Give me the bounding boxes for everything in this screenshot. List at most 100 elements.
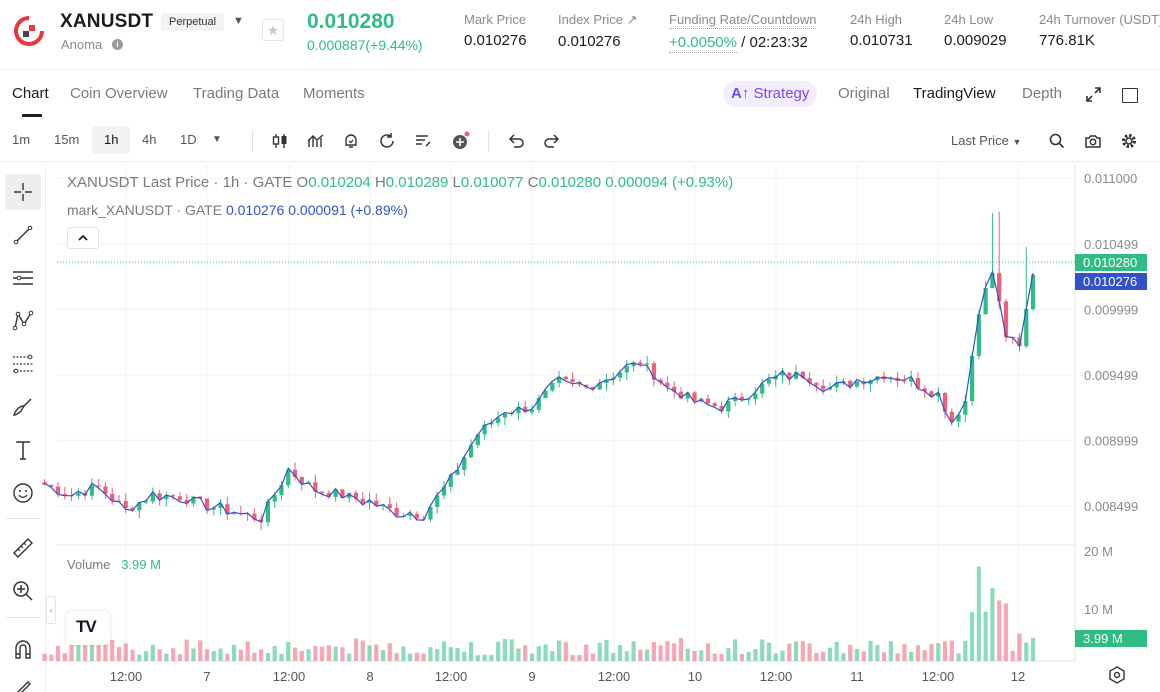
volume-legend-label[interactable]: Volume	[67, 557, 111, 572]
view-depth[interactable]: Depth	[1022, 85, 1063, 102]
candle-body	[191, 496, 196, 504]
window-icon[interactable]	[1122, 88, 1138, 103]
candle-body	[651, 363, 656, 380]
brush-tool[interactable]	[5, 389, 41, 425]
volume-bar	[238, 649, 243, 661]
indicators-icon[interactable]	[306, 131, 326, 151]
redo-icon[interactable]	[542, 131, 562, 151]
interval-15m[interactable]: 15m	[54, 132, 80, 147]
view-tradingview[interactable]: TradingView	[913, 85, 996, 102]
candle-body	[225, 504, 230, 514]
fib-tool[interactable]	[5, 346, 41, 382]
collapse-legend-button[interactable]	[67, 227, 99, 249]
volume-bar	[475, 655, 480, 661]
volume-bars	[42, 566, 1036, 661]
magnet-tool[interactable]	[5, 631, 41, 667]
candle-body	[353, 492, 359, 499]
crosshair-tool[interactable]	[5, 174, 41, 210]
collapse-toolbar-button[interactable]: ‹	[46, 596, 56, 624]
templates-icon[interactable]	[413, 131, 433, 151]
volume-bar	[536, 646, 541, 661]
stat-24h-high: 24h High 0.010731	[850, 12, 913, 49]
tab-trading-data[interactable]: Trading Data	[193, 85, 280, 102]
volume-bar	[604, 639, 609, 661]
stat-index-price[interactable]: Index Price ↗ 0.010276	[558, 12, 638, 50]
tab-chart[interactable]: Chart	[12, 85, 49, 102]
info-icon[interactable]: i	[112, 39, 123, 50]
volume-bar	[942, 641, 948, 661]
volume-bar	[814, 652, 819, 661]
gear-icon[interactable]	[1119, 131, 1139, 151]
favorite-star-icon[interactable]: ★	[262, 19, 284, 41]
expand-icon[interactable]	[1085, 86, 1102, 103]
zoom-tool[interactable]	[5, 573, 41, 609]
price-source-select[interactable]: Last Price ▼	[951, 133, 1021, 148]
volume-bar	[204, 649, 210, 661]
time-axis-label: 12:00	[110, 669, 143, 684]
candle-body	[570, 379, 575, 382]
volume-bar	[570, 654, 575, 661]
volume-bar	[218, 648, 223, 661]
strategy-button[interactable]: A↑ Strategy	[723, 81, 818, 107]
candles-icon[interactable]	[270, 131, 290, 151]
view-original[interactable]: Original	[838, 85, 890, 102]
volume-bar	[997, 600, 1002, 661]
volume-bar	[746, 651, 751, 661]
volume-bar	[733, 639, 738, 661]
candle-body	[739, 396, 744, 401]
volume-bar	[895, 653, 900, 661]
legend-high: 0.010289	[385, 174, 449, 191]
volume-bar	[502, 639, 508, 661]
tab-coin-overview[interactable]: Coin Overview	[70, 85, 168, 102]
ai-icon: A↑	[731, 85, 750, 102]
interval-1h[interactable]: 1h	[104, 132, 119, 147]
trend-line-tool[interactable]	[5, 217, 41, 253]
chart-settings-icon[interactable]	[1107, 665, 1127, 685]
fibonacci-icon	[13, 354, 33, 374]
horizontal-lines-tool[interactable]	[5, 260, 41, 296]
camera-icon[interactable]	[1083, 131, 1103, 151]
undo-icon[interactable]	[506, 131, 526, 151]
pencil-icon	[17, 681, 31, 692]
volume-bar	[848, 644, 853, 661]
interval-4h[interactable]: 4h	[142, 132, 157, 147]
candle-body	[265, 501, 271, 523]
alert-icon[interactable]	[341, 131, 361, 151]
legend-open: 0.010204	[308, 174, 371, 191]
candle-body	[590, 387, 596, 390]
chevron-down-icon[interactable]: ▼	[233, 15, 244, 27]
tradingview-logo[interactable]: TV	[66, 611, 110, 645]
tab-moments[interactable]: Moments	[303, 85, 365, 102]
volume-bar	[116, 647, 122, 661]
text-tool[interactable]	[5, 432, 41, 468]
legend-title[interactable]: XANUSDT Last Price · 1h · GATE	[67, 174, 293, 191]
candle-body	[793, 371, 799, 379]
volume-bar	[401, 646, 406, 661]
chevron-down-icon[interactable]: ▼	[212, 134, 222, 145]
candle-body	[970, 355, 975, 402]
volume-bar	[861, 651, 866, 661]
volume-bar	[394, 653, 399, 661]
pattern-icon	[12, 310, 34, 331]
symbol-name[interactable]: XANUSDT	[60, 11, 154, 32]
candle-body	[780, 372, 785, 376]
candle-body	[286, 469, 291, 486]
candle-body	[218, 504, 223, 508]
pattern-tool[interactable]	[5, 303, 41, 339]
candle-body	[685, 392, 690, 399]
add-indicator-icon[interactable]	[450, 131, 470, 151]
emoji-tool[interactable]	[5, 475, 41, 511]
volume-bar	[171, 648, 176, 661]
search-icon[interactable]	[1047, 131, 1067, 151]
replay-icon[interactable]	[377, 131, 397, 151]
ruler-tool[interactable]	[5, 530, 41, 566]
volume-bar	[909, 651, 914, 661]
interval-1m[interactable]: 1m	[12, 132, 31, 147]
mark-legend-title[interactable]: mark_XANUSDT · GATE	[67, 202, 223, 218]
gate-logo	[14, 16, 44, 46]
candle-body	[895, 377, 900, 381]
pencil-tool[interactable]	[5, 671, 41, 692]
volume-bar	[793, 641, 799, 661]
interval-1d[interactable]: 1D	[180, 132, 197, 147]
